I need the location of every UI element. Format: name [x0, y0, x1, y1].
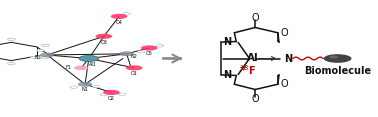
- Text: O: O: [280, 28, 288, 38]
- Text: O2: O2: [108, 96, 115, 101]
- Circle shape: [30, 56, 38, 58]
- Circle shape: [111, 14, 127, 19]
- Circle shape: [100, 94, 108, 96]
- Circle shape: [8, 62, 15, 65]
- Text: N2: N2: [131, 54, 138, 59]
- Text: N: N: [223, 70, 231, 80]
- Circle shape: [118, 93, 126, 95]
- Text: F1: F1: [66, 65, 72, 70]
- Circle shape: [37, 49, 44, 51]
- Text: O: O: [280, 79, 288, 89]
- Circle shape: [79, 55, 99, 62]
- Text: $^{18}$F: $^{18}$F: [239, 63, 256, 77]
- Circle shape: [42, 56, 49, 59]
- Circle shape: [103, 90, 120, 95]
- Circle shape: [126, 65, 143, 70]
- Text: Biomolecule: Biomolecule: [304, 66, 371, 76]
- Circle shape: [42, 44, 49, 47]
- Text: N1: N1: [82, 87, 88, 92]
- Text: O5: O5: [146, 51, 153, 56]
- Circle shape: [96, 34, 112, 39]
- Circle shape: [156, 45, 164, 47]
- Text: O: O: [251, 13, 259, 23]
- Circle shape: [329, 56, 338, 58]
- Circle shape: [120, 52, 133, 56]
- Circle shape: [123, 13, 130, 15]
- Text: O4: O4: [116, 20, 122, 25]
- Circle shape: [141, 45, 158, 51]
- Text: Al1: Al1: [90, 62, 97, 67]
- Circle shape: [8, 38, 15, 40]
- Text: N3: N3: [35, 55, 42, 60]
- Text: O1: O1: [131, 71, 138, 76]
- Circle shape: [137, 51, 145, 53]
- Text: Al: Al: [248, 53, 259, 63]
- Circle shape: [78, 82, 92, 86]
- Circle shape: [70, 86, 77, 88]
- Circle shape: [324, 54, 352, 63]
- Circle shape: [74, 66, 88, 70]
- Text: N: N: [284, 53, 293, 64]
- Text: N: N: [223, 37, 231, 47]
- Circle shape: [40, 53, 54, 57]
- Text: O3: O3: [101, 40, 107, 45]
- Text: O: O: [251, 94, 259, 104]
- Circle shape: [93, 85, 100, 88]
